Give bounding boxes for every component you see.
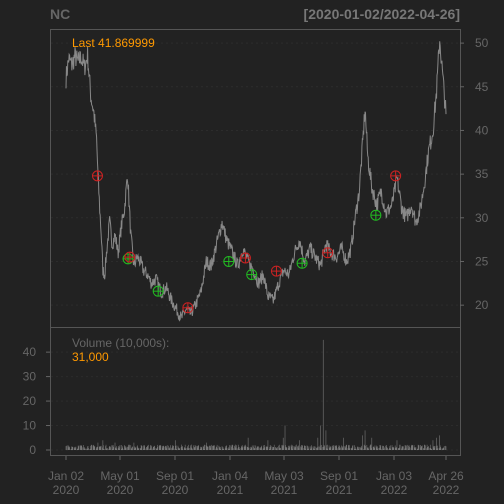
x-tick-label-year: 2022: [433, 483, 460, 497]
price-y-tick-label: 40: [475, 123, 489, 137]
buy-signal-marker: [122, 253, 134, 265]
volume-bars: [65, 339, 447, 450]
buy-signal-marker: [152, 285, 164, 297]
x-tick-label-month: Sep 01: [320, 469, 358, 483]
sell-signal-marker: [124, 251, 136, 263]
price-y-tick-label: 50: [475, 36, 489, 50]
x-tick-label-year: 2020: [107, 483, 134, 497]
volume-y-tick-label: 20: [23, 394, 37, 408]
volume-y-tick-label: 10: [23, 419, 37, 433]
price-y-tick-label: 25: [475, 254, 489, 268]
price-y-tick-label: 35: [475, 167, 489, 181]
x-tick-label-month: May 01: [100, 469, 140, 483]
sell-signal-marker: [270, 265, 282, 277]
sell-signal-marker: [322, 247, 334, 259]
x-tick-label-year: 2022: [381, 483, 408, 497]
price-panel: [50, 29, 461, 328]
sell-signal-marker: [390, 170, 402, 182]
x-tick-label-year: 2021: [271, 483, 298, 497]
volume-bar: [65, 339, 447, 450]
price-gridlines: [51, 42, 460, 306]
price-y-tick-label: 20: [475, 298, 489, 312]
sell-signal-marker: [91, 170, 103, 182]
sell-signal-marker: [182, 302, 194, 314]
volume-label: Volume (10,000s):: [72, 336, 169, 350]
x-tick-label-month: Apr 26: [428, 469, 464, 483]
volume-value: 31,000: [72, 350, 109, 364]
chart-date-range: [2020-01-02/2022-04-26]: [304, 6, 460, 22]
volume-y-tick-label: 0: [29, 443, 36, 457]
buy-signal-marker: [296, 257, 308, 269]
buy-signal-marker: [223, 255, 235, 267]
chart-symbol-title: NC: [50, 6, 70, 22]
x-tick-label-month: Jan 03: [376, 469, 412, 483]
volume-y-tick-label: 40: [23, 345, 37, 359]
volume-y-tick-label: 30: [23, 370, 37, 384]
last-price-label: Last 41.869999: [72, 36, 155, 50]
price-y-tick-label: 30: [475, 211, 489, 225]
price-y-tick-label: 45: [475, 80, 489, 94]
sell-signal-marker: [239, 252, 251, 264]
signal-markers: [91, 170, 402, 314]
buy-signal-marker: [246, 269, 258, 281]
volume-y-axis: 0 10 20 30 40: [23, 345, 50, 457]
price-y-axis: 20 25 30 35 40 45 50: [460, 36, 489, 312]
x-tick-label-year: 2020: [53, 483, 80, 497]
x-tick-label-month: Jan 02: [48, 469, 84, 483]
x-tick-label-month: May 03: [264, 469, 304, 483]
volume-panel: [50, 327, 461, 456]
x-tick-label-month: Jan 04: [212, 469, 248, 483]
buy-signal-marker: [370, 209, 382, 221]
x-tick-label-year: 2021: [217, 483, 244, 497]
x-tick-label-year: 2020: [162, 483, 189, 497]
x-tick-label-month: Sep 01: [156, 469, 194, 483]
x-tick-label-year: 2021: [326, 483, 353, 497]
